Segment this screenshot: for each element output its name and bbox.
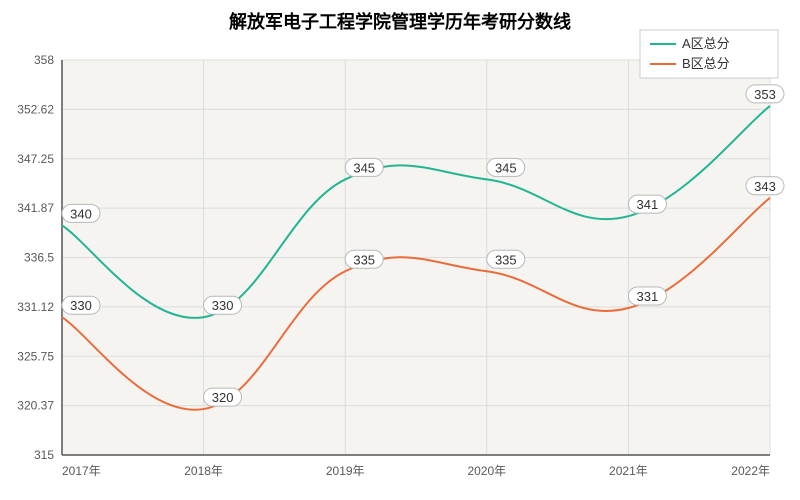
- data-label: 345: [495, 160, 517, 175]
- data-label: 343: [754, 179, 776, 194]
- y-tick-label: 325.75: [17, 349, 54, 363]
- line-chart: 315 320.37 325.75 331.12 336.5 341.87 347.25 35…: [0, 0, 800, 500]
- y-tick-label: 347.25: [17, 152, 54, 166]
- y-tick-label: 358: [34, 53, 54, 67]
- data-label: 335: [495, 252, 517, 267]
- x-tick-label: 2020年: [467, 464, 506, 478]
- x-tick-label: 2021年: [609, 464, 648, 478]
- x-tick-label: 2019年: [326, 464, 365, 478]
- x-tick-label: 2017年: [62, 464, 101, 478]
- y-tick-label: 341.87: [17, 201, 54, 215]
- data-label: 345: [353, 160, 375, 175]
- data-label: 353: [754, 87, 776, 102]
- chart-title: 解放军电子工程学院管理学历年考研分数线: [229, 11, 571, 32]
- data-label: 341: [637, 197, 659, 212]
- y-tick-label: 315: [34, 448, 54, 462]
- y-tick-label: 320.37: [17, 399, 54, 413]
- legend-label: A区总分: [682, 36, 730, 51]
- data-label: 335: [353, 252, 375, 267]
- data-label: 320: [212, 390, 234, 405]
- legend-label: B区总分: [682, 56, 730, 71]
- data-label: 340: [70, 206, 92, 221]
- x-tick-label: 2022年: [731, 464, 770, 478]
- x-tick-label: 2018年: [184, 464, 223, 478]
- chart-svg: 315 320.37 325.75 331.12 336.5 341.87 347.25 35…: [0, 0, 800, 500]
- data-label: 330: [70, 298, 92, 313]
- y-tick-label: 331.12: [17, 300, 54, 314]
- y-tick-label: 352.62: [17, 102, 54, 116]
- data-label: 330: [212, 298, 234, 313]
- y-tick-label: 336.5: [24, 251, 54, 265]
- data-label: 331: [637, 289, 659, 304]
